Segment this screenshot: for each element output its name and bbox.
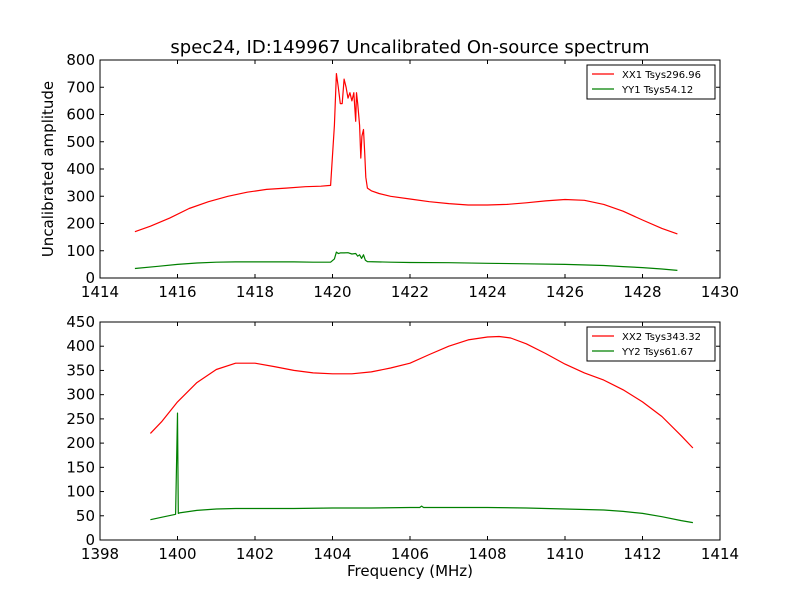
y-tick-label: 500 — [66, 133, 95, 151]
legend-box — [586, 64, 716, 100]
series-line-yy2 — [150, 412, 694, 524]
y-tick-label: 350 — [66, 361, 95, 379]
bottom-spectrum-plot: Frequency (MHz) 1398 1400 1402 1404 1406 1408… — [66, 313, 739, 580]
y-tick-label: 300 — [66, 187, 95, 205]
y-tick-label: 0 — [85, 269, 95, 287]
legend-box — [586, 326, 716, 362]
x-tick-label: 1416 — [158, 283, 196, 301]
legend: XX2 Tsys343.32 YY2 Tsys61.67 — [586, 326, 716, 362]
series-lines — [134, 72, 678, 271]
legend: XX1 Tsys296.96 YY1 Tsys54.12 — [586, 64, 716, 100]
series-line-xx1 — [134, 72, 678, 235]
y-tick-label: 100 — [66, 242, 95, 260]
y-tick-label: 50 — [76, 507, 95, 525]
x-tick-label: 1424 — [468, 283, 506, 301]
x-tick-label: 1398 — [81, 545, 119, 563]
y-tick-label: 150 — [66, 458, 95, 476]
x-tick-label: 1410 — [546, 545, 584, 563]
y-tick-label: 600 — [66, 106, 95, 124]
legend-label-yy2: YY2 Tsys61.67 — [621, 347, 693, 358]
tick-labels: 1398 1400 1402 1404 1406 1408 1410 1412 1414 0 50 1… — [66, 313, 739, 563]
y-tick-label: 250 — [66, 410, 95, 428]
tick-labels: 1414 1416 1418 1420 1422 1424 1426 1428 1430 0 100… — [66, 51, 739, 301]
y-tick-label: 0 — [85, 531, 95, 549]
y-tick-label: 800 — [66, 51, 95, 69]
y-tick-label: 450 — [66, 313, 95, 331]
x-tick-label: 1404 — [313, 545, 351, 563]
x-tick-label: 1422 — [391, 283, 429, 301]
y-tick-label: 400 — [66, 337, 95, 355]
x-tick-label: 1414 — [701, 545, 739, 563]
series-lines — [149, 335, 694, 524]
x-tick-label: 1428 — [623, 283, 661, 301]
legend-label-xx2: XX2 Tsys343.32 — [622, 332, 701, 343]
y-tick-label: 200 — [66, 434, 95, 452]
plot-frame — [99, 59, 721, 279]
x-tick-label: 1408 — [468, 545, 506, 563]
y-tick-label: 700 — [66, 78, 95, 96]
y-axis-label: Uncalibrated amplitude — [39, 81, 57, 257]
x-tick-label: 1414 — [81, 283, 119, 301]
y-tick-label: 200 — [66, 215, 95, 233]
top-spectrum-plot: spec24, ID:149967 Uncalibrated On-source… — [39, 37, 739, 301]
legend-label-xx1: XX1 Tsys296.96 — [622, 70, 701, 81]
x-tick-label: 1426 — [546, 283, 584, 301]
y-tick-label: 300 — [66, 386, 95, 404]
x-tick-label: 1418 — [236, 283, 274, 301]
legend-label-yy1: YY1 Tsys54.12 — [621, 85, 693, 96]
x-tick-label: 1402 — [236, 545, 274, 563]
series-line-yy1 — [134, 251, 678, 271]
chart-title: spec24, ID:149967 Uncalibrated On-source… — [170, 37, 649, 58]
x-tick-label: 1412 — [623, 545, 661, 563]
x-tick-label: 1400 — [158, 545, 196, 563]
x-axis-label: Frequency (MHz) — [347, 562, 473, 580]
plot-frame — [99, 321, 721, 541]
x-tick-label: 1406 — [391, 545, 429, 563]
series-line-xx2 — [149, 335, 694, 449]
x-tick-label: 1420 — [313, 283, 351, 301]
y-tick-label: 100 — [66, 483, 95, 501]
x-tick-label: 1430 — [701, 283, 739, 301]
y-tick-label: 400 — [66, 160, 95, 178]
